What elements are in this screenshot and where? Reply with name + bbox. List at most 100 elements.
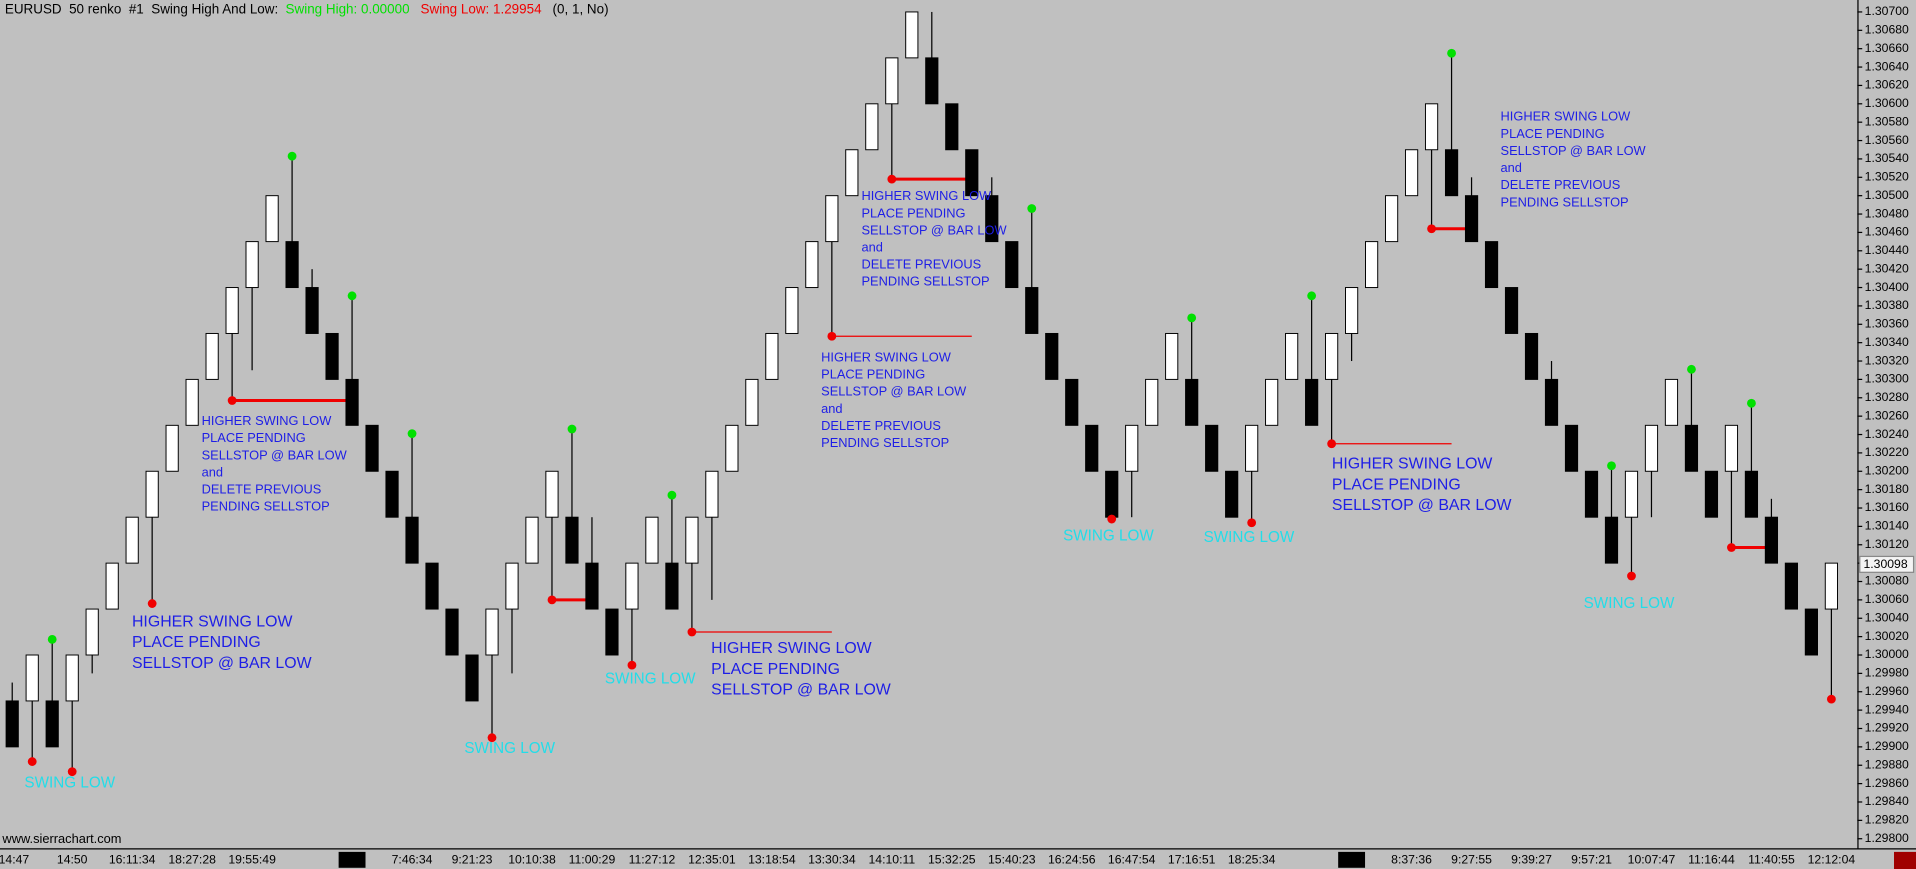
x-tick-label: 16:24:56 (1048, 853, 1096, 867)
candle-body (445, 608, 459, 656)
swing-low-label: SWING LOW (605, 671, 696, 688)
annotation: PLACE PENDING (711, 661, 840, 678)
annotation: DELETE PREVIOUS (821, 418, 941, 433)
y-tick-label: 1.30220 (1865, 445, 1909, 459)
candle-body (1764, 516, 1779, 564)
y-tick-label: 1.30120 (1865, 537, 1909, 551)
y-tick-label: 1.30540 (1865, 151, 1909, 165)
x-tick-label: 10:10:38 (508, 853, 556, 867)
x-tick-label: 14:50 (57, 853, 88, 867)
swing-dot (1327, 439, 1337, 449)
candle-body (965, 149, 979, 197)
candle-body (145, 470, 159, 518)
y-tick-label: 1.30240 (1865, 427, 1909, 441)
annotation: SELLSTOP @ BAR LOW (132, 655, 312, 672)
swing-dot (1687, 364, 1696, 374)
swing-dot (1187, 313, 1197, 323)
y-tick-label: 1.29840 (1865, 794, 1909, 808)
candle-body (165, 424, 179, 472)
y-tick-label: 1.30020 (1865, 629, 1909, 643)
swing-low-label: SWING LOW (24, 774, 115, 791)
swing-dot (627, 660, 637, 670)
candle-body (1145, 378, 1159, 426)
candle-body (1804, 608, 1819, 656)
annotation: SELLSTOP @ BAR LOW (1332, 497, 1512, 514)
candle-body (1504, 287, 1519, 334)
swing-dot (567, 424, 577, 434)
candle-body (1305, 378, 1319, 426)
annotation: PENDING SELLSTOP (1501, 194, 1629, 209)
candle-body (1085, 424, 1099, 472)
x-tick-label: 9:39:27 (1511, 853, 1552, 867)
candle-body (1265, 378, 1279, 426)
y-tick-label: 1.29940 (1865, 702, 1909, 716)
candle-body (205, 332, 219, 380)
candle-body (485, 608, 499, 656)
candle-body (585, 562, 599, 610)
candle-body (825, 195, 839, 243)
y-tick-label: 1.30200 (1865, 464, 1909, 478)
swing-dot (1826, 694, 1836, 704)
y-tick-label: 1.30480 (1865, 206, 1909, 220)
x-tick-label: 8:37:36 (1391, 853, 1432, 867)
candle-body (65, 654, 79, 702)
date-marker-box (1338, 851, 1366, 868)
x-tick-label: 15:40:23 (988, 853, 1036, 867)
x-tick-label: 16:11:34 (109, 853, 156, 867)
candle-body (1824, 562, 1838, 610)
y-tick-label: 1.30420 (1865, 261, 1909, 275)
y-tick-label: 1.30360 (1865, 317, 1909, 331)
candle-body (1724, 424, 1739, 472)
swing-dot (1027, 204, 1037, 213)
annotation: PLACE PENDING (1501, 126, 1605, 141)
y-tick-label: 1.30300 (1865, 372, 1909, 386)
candle-body (1125, 424, 1139, 472)
annotation: PLACE PENDING (1332, 476, 1461, 493)
candle-body (345, 378, 359, 426)
y-tick-label: 1.30180 (1865, 482, 1909, 496)
candle-body (1325, 332, 1339, 380)
annotation: SELLSTOP @ BAR LOW (861, 222, 1007, 237)
candle-body (865, 103, 879, 151)
y-tick-label: 1.30520 (1865, 170, 1909, 184)
swing-dot (687, 627, 697, 637)
y-tick-label: 1.30580 (1865, 114, 1909, 128)
candle-body (1464, 195, 1479, 243)
y-tick-label: 1.30640 (1865, 59, 1909, 73)
y-tick-label: 1.30620 (1865, 78, 1909, 92)
y-tick-label: 1.30560 (1865, 133, 1909, 147)
x-tick-label: 15:32:25 (928, 853, 976, 867)
candle-body (565, 516, 579, 564)
candle-body (1065, 378, 1079, 426)
y-tick-label: 1.30000 (1865, 647, 1909, 661)
x-tick-label: 3-13 (1339, 853, 1364, 867)
annotation: and (821, 401, 842, 416)
annotation: and (202, 464, 223, 479)
watermark: www.sierrachart.com (1, 831, 121, 846)
annotation: HIGHER SWING LOW (821, 350, 952, 365)
candle-body (785, 287, 799, 334)
candle-body (45, 700, 59, 748)
candle-body (285, 241, 299, 289)
candle-body (1744, 470, 1759, 518)
annotation: HIGHER SWING LOW (132, 613, 293, 630)
candle-body (1225, 470, 1239, 518)
candle-body (1365, 241, 1379, 289)
swing-dot (1727, 543, 1736, 552)
candle-body (1664, 378, 1679, 426)
legend-entry: Swing High: 0.00000 (286, 1, 410, 16)
candle-body (745, 378, 759, 426)
candle-body (985, 195, 999, 243)
candle-body (185, 378, 199, 426)
candle-body (685, 516, 699, 564)
candle-body (1105, 470, 1119, 518)
x-tick-label: 9:21:23 (452, 853, 493, 867)
annotation: SELLSTOP @ BAR LOW (711, 682, 891, 699)
last-price-box (1859, 555, 1915, 573)
y-tick-label: 1.30460 (1865, 225, 1909, 239)
candle-body (125, 516, 139, 564)
candle-body (305, 287, 319, 334)
legend-entry: Swing Low: 1.29954 (421, 1, 543, 16)
